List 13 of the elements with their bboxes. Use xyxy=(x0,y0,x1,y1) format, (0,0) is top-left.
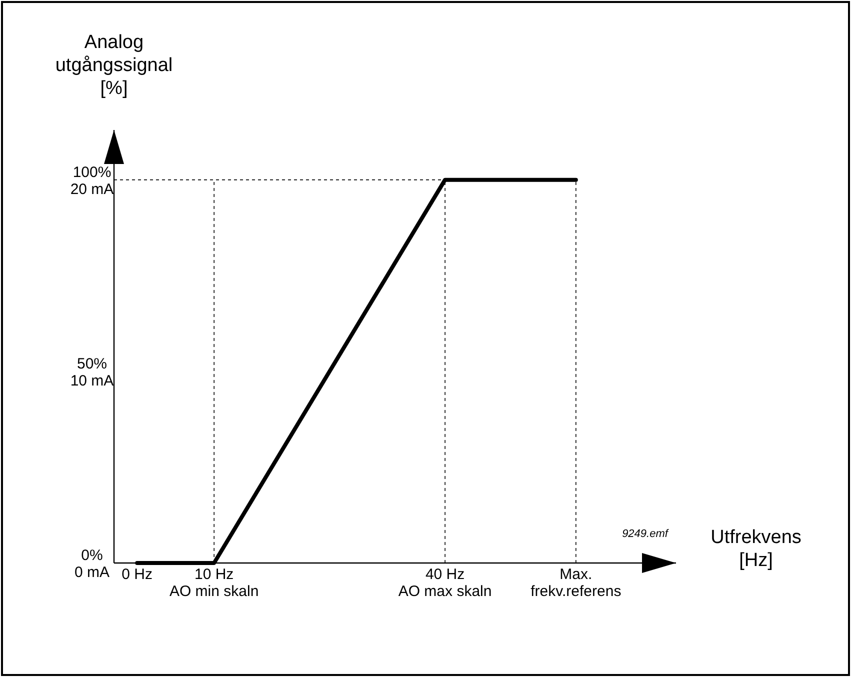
y2-tick-label: 10 mA xyxy=(70,372,114,390)
x-tick-label: Max. frekv.referens xyxy=(530,566,622,600)
x-tick-label: 0 Hz xyxy=(122,566,153,583)
x-tick-label: 10 Hz AO min skaln xyxy=(169,566,259,600)
x-axis-title: Utfrekvens [Hz] xyxy=(710,527,802,571)
y-axis-title: Analog utgångssignal [%] xyxy=(55,32,173,99)
y-tick-label: 100% xyxy=(72,164,112,181)
y2-tick-label: 0 mA xyxy=(74,564,110,581)
y-tick-label: 50% xyxy=(76,355,108,372)
x-tick-label: 40 Hz AO max skaln xyxy=(398,566,492,600)
annotation: 9249.emf xyxy=(622,528,669,540)
y2-tick-label: 20 mA xyxy=(70,180,114,198)
y-tick-label: 0% xyxy=(81,547,103,564)
